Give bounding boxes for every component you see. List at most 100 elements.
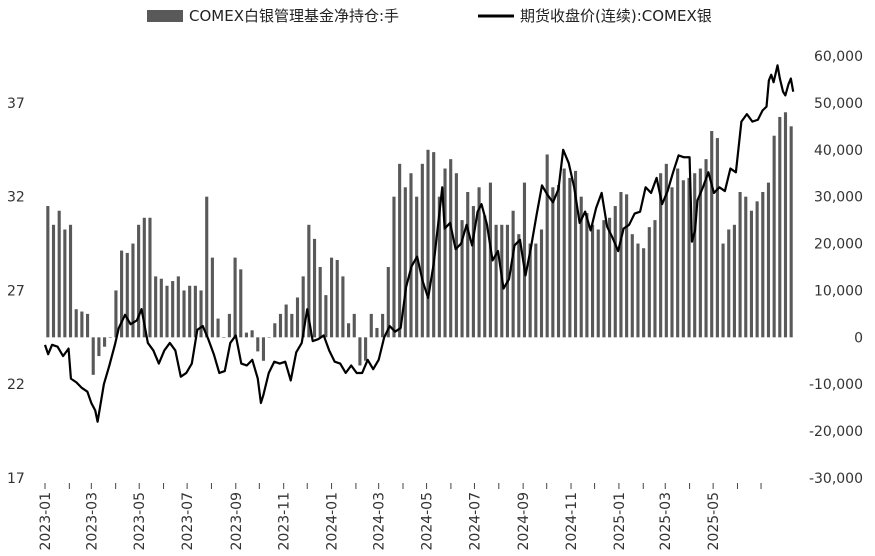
bar (86, 313, 90, 338)
bar (318, 267, 322, 338)
x-tick-label: 2025-05 (706, 492, 722, 551)
bar (477, 187, 481, 338)
bar (687, 177, 691, 338)
bar (57, 210, 61, 338)
left-axis: 17 22 27 32 37 (7, 96, 25, 487)
bar (522, 182, 527, 338)
bar (222, 337, 226, 338)
bar (585, 213, 589, 338)
bar (738, 191, 742, 338)
bar (227, 313, 231, 338)
bar (783, 112, 788, 338)
bar (528, 243, 532, 338)
bar (171, 281, 175, 338)
right-tick-label: 50,000 (814, 96, 863, 112)
bar (295, 297, 300, 338)
bar (199, 290, 203, 338)
bar (653, 220, 657, 338)
left-tick-label: 22 (7, 377, 25, 393)
x-tick-label: 2024-03 (372, 492, 388, 551)
bar (165, 285, 169, 338)
legend-bar-label: COMEX白银管理基金净持仓:手 (189, 7, 399, 25)
bar (534, 243, 538, 338)
bar (471, 206, 475, 338)
x-tick-label: 2025-03 (658, 492, 674, 551)
legend-bar-swatch (147, 10, 183, 22)
bar (329, 257, 334, 338)
x-tick-label: 2024-05 (420, 492, 436, 551)
bar (636, 243, 640, 338)
x-tick-label: 2023-05 (132, 492, 148, 551)
right-tick-label: 20,000 (814, 237, 863, 253)
x-axis: 2023-01 2023-03 2023-05 2023-07 2023-09 2023-… (38, 483, 762, 551)
bar (312, 238, 317, 338)
bar (176, 276, 180, 338)
bar (51, 224, 56, 338)
bar (250, 330, 254, 338)
bar (619, 191, 623, 338)
bar (46, 206, 50, 338)
bar (789, 126, 793, 338)
right-axis: -30,000 -20,000 -10,000 0 10,000 20,000 30,000… (809, 49, 863, 487)
bar (137, 224, 141, 338)
bar (710, 131, 714, 338)
bar (659, 173, 663, 338)
bar (517, 234, 521, 338)
bar (188, 285, 192, 338)
bar (358, 337, 362, 366)
left-tick-label: 32 (7, 190, 25, 206)
bar (466, 191, 470, 338)
right-tick-label: -10,000 (809, 377, 863, 393)
bar (341, 276, 345, 338)
bar (205, 196, 209, 338)
bar (74, 309, 78, 338)
x-tick-label: 2024-07 (467, 492, 483, 551)
bar (596, 229, 600, 338)
bar (301, 276, 305, 338)
bar (715, 138, 719, 338)
bar (545, 154, 549, 338)
bar (352, 313, 356, 338)
left-tick-label: 27 (7, 283, 25, 299)
bar (154, 276, 158, 338)
bar (375, 327, 379, 338)
bar (278, 313, 283, 338)
bar (591, 224, 595, 338)
bar (131, 243, 135, 338)
left-tick-label: 17 (7, 471, 25, 487)
bar (551, 187, 555, 338)
bar (403, 187, 407, 338)
bar (216, 318, 220, 338)
bar (772, 135, 776, 338)
bar (704, 159, 708, 338)
bar (256, 337, 260, 352)
bar (386, 267, 390, 338)
bar (415, 196, 419, 338)
bar (670, 187, 674, 338)
bar (267, 337, 271, 338)
bar (761, 191, 765, 338)
bar (443, 168, 447, 338)
bar (91, 337, 95, 375)
bar (307, 224, 311, 338)
bar (381, 313, 385, 338)
bar (766, 182, 771, 338)
x-tick-label: 2025-01 (612, 492, 628, 551)
bar (698, 168, 702, 338)
x-tick-label: 2023-09 (229, 492, 245, 551)
bar (749, 210, 753, 338)
bar (602, 220, 606, 338)
bar (233, 257, 237, 338)
bar (681, 180, 685, 338)
price-line (43, 64, 795, 423)
bar (63, 229, 67, 338)
x-tick-label: 2023-07 (180, 492, 196, 551)
bar (193, 285, 197, 338)
bar (273, 323, 277, 338)
x-tick-label: 2024-09 (516, 492, 532, 551)
bar (432, 152, 436, 338)
bar (727, 229, 731, 338)
bar (108, 337, 112, 338)
bar (488, 182, 492, 338)
bar (483, 215, 487, 338)
